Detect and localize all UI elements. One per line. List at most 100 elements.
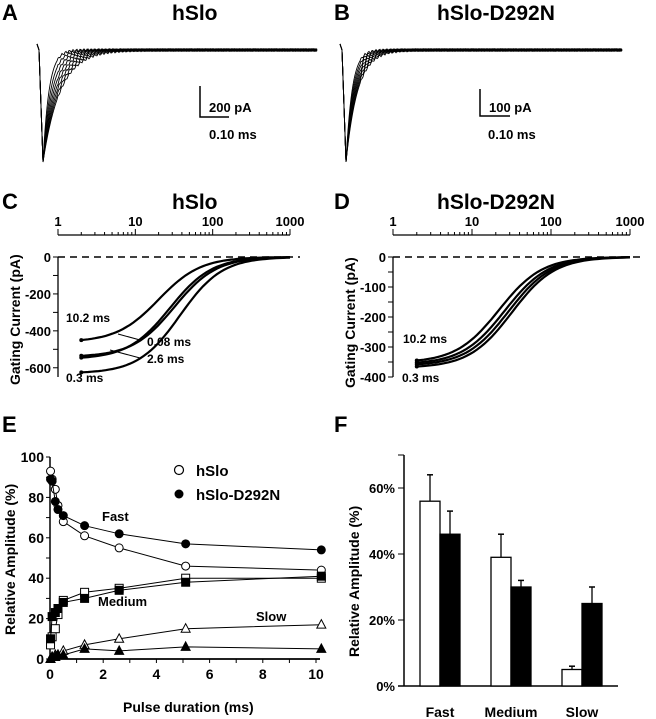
data-point-square: [46, 634, 56, 644]
y-tick-label: -100: [360, 280, 386, 295]
d-annotation-0-3ms: 0.3 ms: [402, 371, 440, 385]
decay-curve: [416, 256, 631, 368]
decay-curve: [416, 256, 630, 366]
y-tick-label: 20%: [369, 613, 395, 628]
data-point-square: [53, 604, 63, 613]
scale-a-y-label: 200 pA: [209, 100, 252, 115]
bar-hslo-d292n: [510, 586, 532, 687]
y-tick-label: 60: [28, 530, 44, 546]
data-point-square: [114, 585, 124, 595]
data-point-circle: [46, 466, 56, 476]
y-tick-label: 20: [28, 611, 44, 627]
x-tick-label: 1: [54, 214, 61, 229]
panel-d-chart: 1 10 100 1000 0 -100 -200 -300 -400: [360, 214, 644, 385]
data-point-circle: [316, 545, 326, 555]
x-tick-label: 100: [540, 214, 562, 229]
e-label-slow: Slow: [256, 609, 287, 624]
panel-label-f: F: [334, 412, 347, 437]
data-point-square: [58, 597, 68, 607]
legend-marker-d292n: [174, 489, 184, 499]
decay-start-point: [79, 338, 84, 343]
d-annotation-10-2ms: 10.2 ms: [403, 332, 447, 346]
data-point-circle: [114, 543, 124, 553]
decay-curve: [416, 256, 631, 364]
y-tick-label: -200: [25, 287, 51, 302]
x-category-label: Medium: [485, 704, 538, 719]
data-point-triangle: [79, 642, 90, 653]
panel-e-chart: 0 20 40 60 80 100 0 2 4 6 8 10: [21, 449, 327, 682]
x-tick-label: 1000: [276, 214, 305, 229]
ylabel-f: Relative Amplitude (%): [346, 506, 362, 657]
panel-label-a: A: [2, 0, 18, 25]
decay-curve: [81, 256, 291, 374]
scale-b-x-label: 0.10 ms: [488, 127, 536, 142]
data-point-circle: [181, 561, 191, 571]
y-tick-label: 80: [28, 489, 44, 505]
data-point-circle: [181, 539, 191, 549]
panel-f-chart: 0% 20% 40% 60% Fast Medium Slow: [369, 454, 618, 719]
trace-line: [339, 43, 623, 163]
trace-line: [36, 43, 318, 163]
panel-a-traces: [36, 43, 318, 163]
c-annotation-0-08ms: 0.08 ms: [147, 335, 191, 349]
data-point-square: [181, 577, 191, 587]
x-tick-label: 1000: [616, 214, 645, 229]
scale-a-x-label: 0.10 ms: [209, 127, 257, 142]
title-b: hSlo-D292N: [437, 2, 555, 25]
data-point-triangle: [180, 622, 191, 633]
trace-line: [36, 43, 318, 163]
panel-label-e: E: [2, 412, 17, 437]
x-tick-label: 10: [308, 666, 324, 682]
panel-label-c: C: [2, 189, 18, 214]
x-tick-label: 10: [128, 214, 142, 229]
series-line: [50, 471, 322, 571]
x-tick-label: 0: [46, 666, 54, 682]
data-point-circle: [80, 521, 90, 531]
x-tick-label: 8: [259, 666, 267, 682]
trace-line: [339, 43, 623, 163]
decay-curve: [81, 256, 290, 342]
trace-line: [339, 43, 623, 163]
trace-line: [339, 43, 623, 163]
data-point-triangle: [315, 618, 327, 629]
y-tick-label: 60%: [369, 481, 395, 496]
legend-label-hslo: hSlo: [196, 463, 229, 480]
data-point-triangle: [180, 640, 191, 651]
c-annotation-10-2ms: 10.2 ms: [66, 311, 110, 325]
e-label-fast: Fast: [102, 509, 129, 524]
x-tick-label: 100: [202, 214, 224, 229]
c-annotation-leaders: [109, 333, 141, 359]
x-category-label: Slow: [566, 704, 599, 719]
x-category-label: Fast: [426, 704, 455, 719]
panel-b-traces: [339, 43, 623, 163]
trace-line: [339, 43, 623, 163]
series-line: [50, 478, 322, 551]
y-tick-label: 100: [21, 449, 45, 465]
data-point-circle: [53, 505, 63, 515]
xlabel-e: Pulse duration (ms): [123, 699, 254, 715]
bar-hslo-d292n: [581, 602, 603, 687]
x-tick-label: 10: [465, 214, 479, 229]
data-point-square: [50, 624, 60, 634]
legend-marker-hslo: [173, 464, 185, 476]
ylabel-c: Gating Current (pA): [7, 254, 23, 385]
ylabel-d: Gating Current (pA): [342, 257, 358, 388]
panel-label-d: D: [334, 189, 350, 214]
x-tick-label: 4: [153, 666, 161, 682]
decay-start-point: [79, 353, 84, 358]
y-tick-label: 0: [379, 250, 386, 265]
bar-hslo: [419, 500, 441, 687]
data-point-square: [316, 571, 326, 581]
data-point-triangle: [57, 648, 69, 659]
panel-label-b: B: [334, 0, 350, 25]
y-tick-label: -300: [360, 340, 386, 355]
c-annotation-0-3ms: 0.3 ms: [66, 371, 104, 385]
y-tick-label: 40%: [369, 547, 395, 562]
scale-bar-a: [199, 86, 229, 118]
data-point-square: [80, 593, 90, 603]
x-tick-label: 1: [389, 214, 396, 229]
bar-hslo: [561, 668, 583, 687]
data-point-triangle: [113, 632, 125, 643]
data-point-circle: [80, 531, 90, 541]
